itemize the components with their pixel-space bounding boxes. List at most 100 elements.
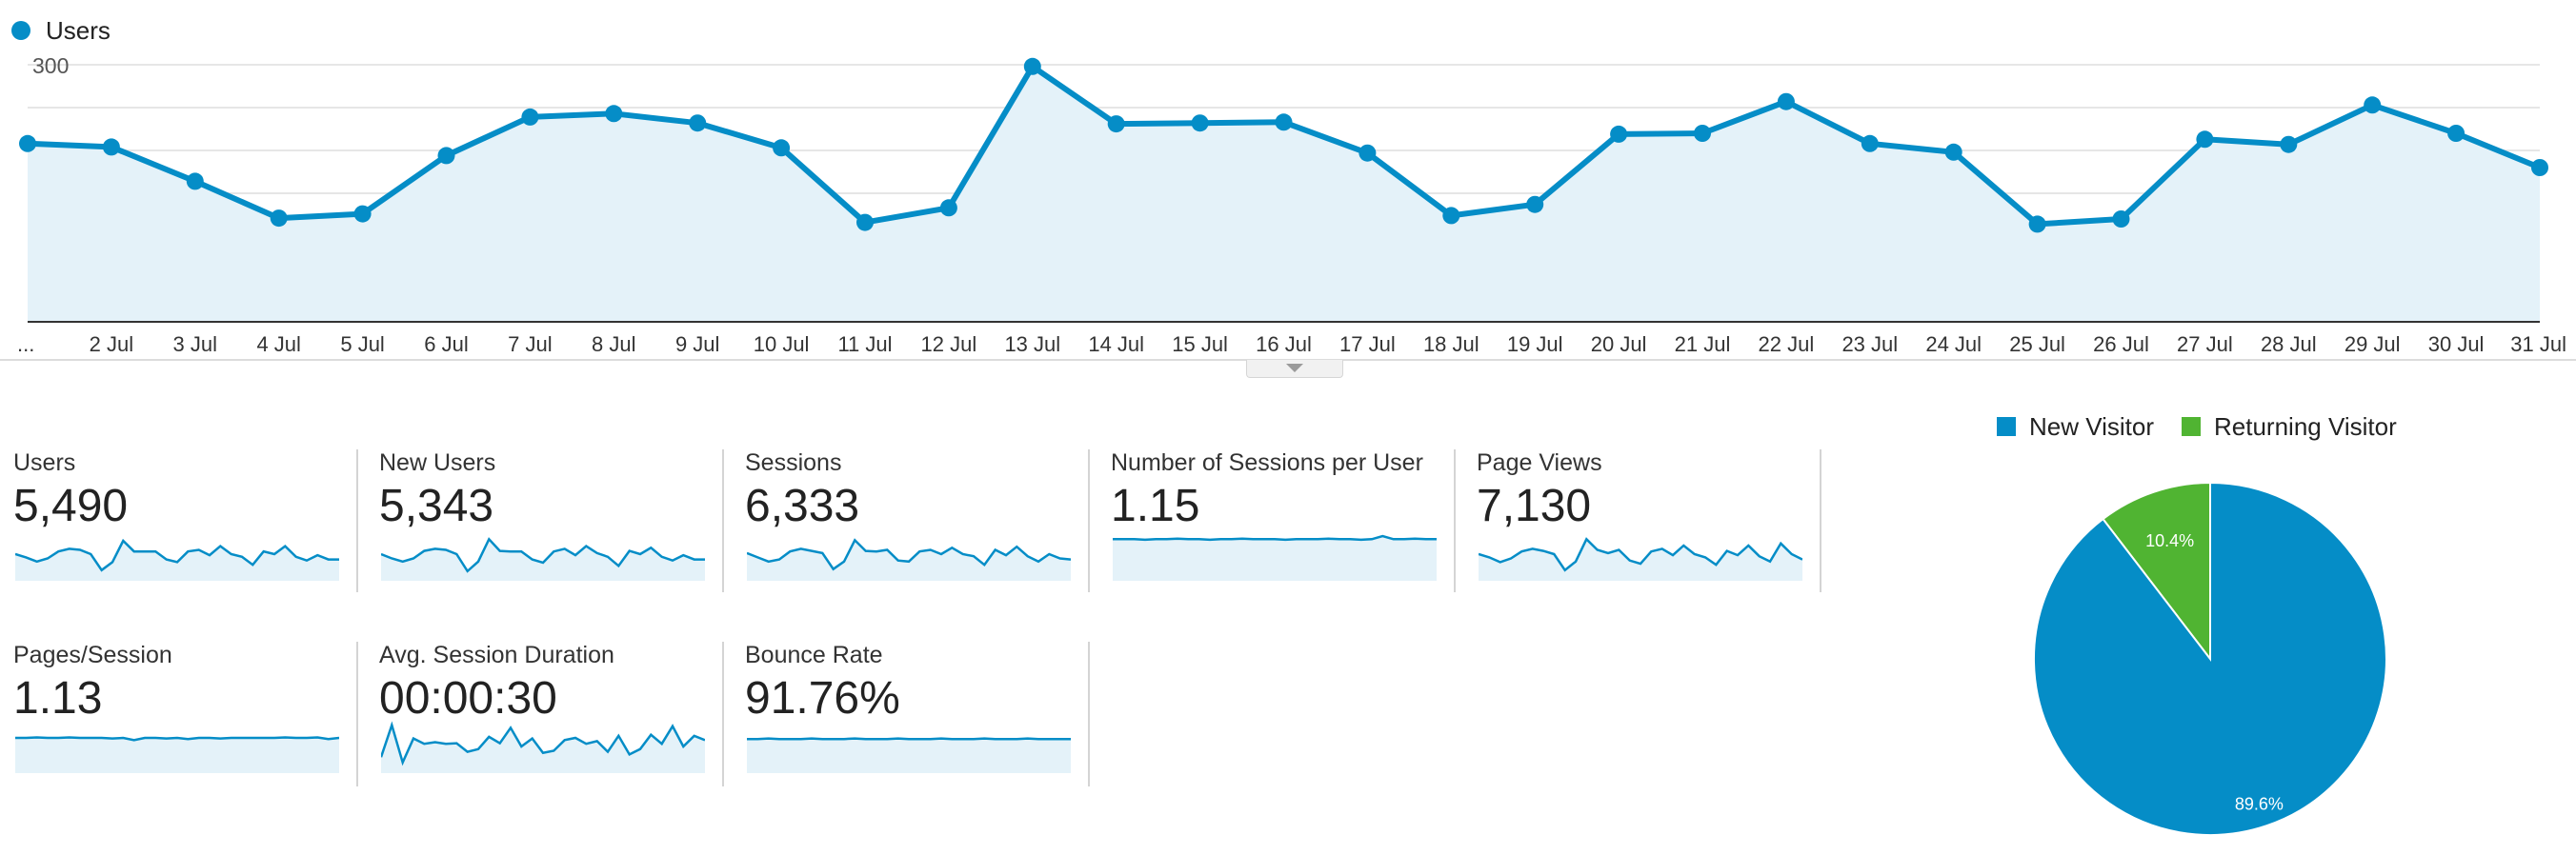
metric-label: Avg. Session Duration	[379, 642, 614, 668]
data-point[interactable]	[1694, 125, 1711, 142]
data-point[interactable]	[1610, 125, 1628, 143]
pie-legend-new-visitor[interactable]: New Visitor	[1997, 408, 2154, 446]
metric-avg-session-duration[interactable]: Avg. Session Duration 00:00:30	[366, 632, 730, 775]
x-tick-label: ...	[17, 332, 34, 356]
data-point[interactable]	[2280, 135, 2298, 153]
data-point[interactable]	[270, 209, 288, 228]
metric-divider	[1454, 449, 1456, 592]
metric-label: Users	[13, 449, 76, 476]
data-point[interactable]	[1023, 57, 1041, 75]
x-tick-label: 11 Jul	[837, 332, 892, 356]
data-point[interactable]	[19, 134, 36, 152]
x-tick-label: 2 Jul	[90, 332, 133, 356]
x-tick-label: 22 Jul	[1759, 332, 1815, 356]
sparkline-line	[15, 538, 339, 572]
data-point[interactable]	[2196, 130, 2214, 149]
x-tick-label: 6 Jul	[424, 332, 468, 356]
data-point[interactable]	[1861, 134, 1879, 152]
data-point[interactable]	[1944, 143, 1962, 161]
metric-sessions-per-user[interactable]: Number of Sessions per User 1.15	[1097, 440, 1461, 583]
x-tick-label: 13 Jul	[1004, 332, 1060, 356]
pie-slice-new-visitor[interactable]	[2032, 481, 2387, 836]
data-point[interactable]	[2531, 159, 2548, 176]
data-point[interactable]	[1442, 207, 1460, 225]
data-point[interactable]	[521, 108, 539, 126]
users-area-fill	[28, 66, 2540, 323]
data-point[interactable]	[2447, 125, 2465, 142]
x-tick-label: 3 Jul	[173, 332, 217, 356]
metric-sparkline	[15, 538, 339, 581]
pie-slice-label: 89.6%	[2235, 795, 2284, 814]
sparkline-line	[381, 721, 705, 766]
data-point[interactable]	[1526, 195, 1544, 213]
chart-legend[interactable]: Users	[11, 13, 111, 48]
data-point[interactable]	[1107, 115, 1125, 133]
x-tick-label: 12 Jul	[921, 332, 977, 356]
chart-expand-toggle[interactable]	[1246, 360, 1343, 378]
sparkline-line	[381, 537, 705, 573]
metric-divider	[1088, 642, 1090, 786]
pie-legend-returning-visitor[interactable]: Returning Visitor	[2182, 408, 2397, 446]
x-tick-label: 16 Jul	[1256, 332, 1312, 356]
data-point[interactable]	[1191, 114, 1209, 132]
data-point[interactable]	[1358, 144, 1377, 162]
data-point[interactable]	[939, 199, 957, 217]
x-tick-label: 9 Jul	[675, 332, 719, 356]
metric-label: Sessions	[745, 449, 842, 476]
metric-label: New Users	[379, 449, 496, 476]
sparkline-fill	[1479, 539, 1802, 581]
y-tick-label: 300	[32, 53, 69, 78]
metric-value: 1.13	[13, 673, 103, 724]
x-tick-label: 27 Jul	[2177, 332, 2233, 356]
visitor-type-pie-chart[interactable]: 10.4% 89.6%	[2023, 472, 2397, 845]
metric-pages-per-session[interactable]: Pages/Session 1.13	[0, 632, 364, 775]
metric-divider	[356, 449, 358, 592]
data-point[interactable]	[437, 147, 455, 165]
data-point[interactable]	[102, 138, 120, 156]
metric-sparkline	[747, 737, 1071, 773]
data-point[interactable]	[353, 205, 372, 223]
metric-value: 7,130	[1477, 481, 1592, 531]
x-tick-label: 24 Jul	[1925, 332, 1982, 356]
data-point[interactable]	[856, 213, 874, 231]
x-tick-label: 26 Jul	[2093, 332, 2149, 356]
chart-legend-label: Users	[46, 15, 111, 45]
metric-new-users[interactable]: New Users 5,343	[366, 440, 730, 583]
chevron-down-icon	[1286, 364, 1303, 372]
metric-users[interactable]: Users 5,490	[0, 440, 364, 583]
metric-value: 91.76%	[745, 673, 900, 724]
metric-sparkline	[1113, 534, 1437, 581]
data-point[interactable]	[773, 139, 791, 157]
data-point[interactable]	[2112, 210, 2130, 228]
data-point[interactable]	[1275, 113, 1293, 131]
metric-value: 5,490	[13, 481, 129, 531]
data-point[interactable]	[605, 105, 623, 123]
metric-label: Page Views	[1477, 449, 1602, 476]
x-tick-label: 17 Jul	[1339, 332, 1396, 356]
data-point[interactable]	[1777, 92, 1795, 110]
metric-divider	[722, 642, 724, 786]
metric-sparkline	[1479, 537, 1802, 581]
pie-slice-returning-visitor[interactable]	[2102, 481, 2211, 662]
metric-page-views[interactable]: Page Views 7,130	[1463, 440, 1827, 583]
sparkline-line	[1479, 537, 1802, 572]
x-tick-label: 30 Jul	[2428, 332, 2485, 356]
metric-sessions[interactable]: Sessions 6,333	[732, 440, 1096, 583]
sparkline-fill	[747, 738, 1071, 773]
data-point[interactable]	[186, 172, 204, 190]
x-tick-label: 18 Jul	[1423, 332, 1479, 356]
sparkline-line	[15, 736, 339, 742]
x-tick-label: 21 Jul	[1675, 332, 1731, 356]
metric-sparkline	[747, 538, 1071, 581]
metric-label: Number of Sessions per User	[1111, 449, 1423, 476]
metric-bounce-rate[interactable]: Bounce Rate 91.76%	[732, 632, 1096, 775]
sparkline-line	[747, 538, 1071, 571]
x-tick-label: 19 Jul	[1507, 332, 1563, 356]
data-point[interactable]	[2364, 96, 2382, 114]
x-tick-label: 14 Jul	[1088, 332, 1144, 356]
metric-value: 00:00:30	[379, 673, 557, 724]
data-point[interactable]	[2028, 215, 2046, 233]
square-swatch-icon	[1997, 417, 2016, 436]
data-point[interactable]	[689, 114, 707, 132]
